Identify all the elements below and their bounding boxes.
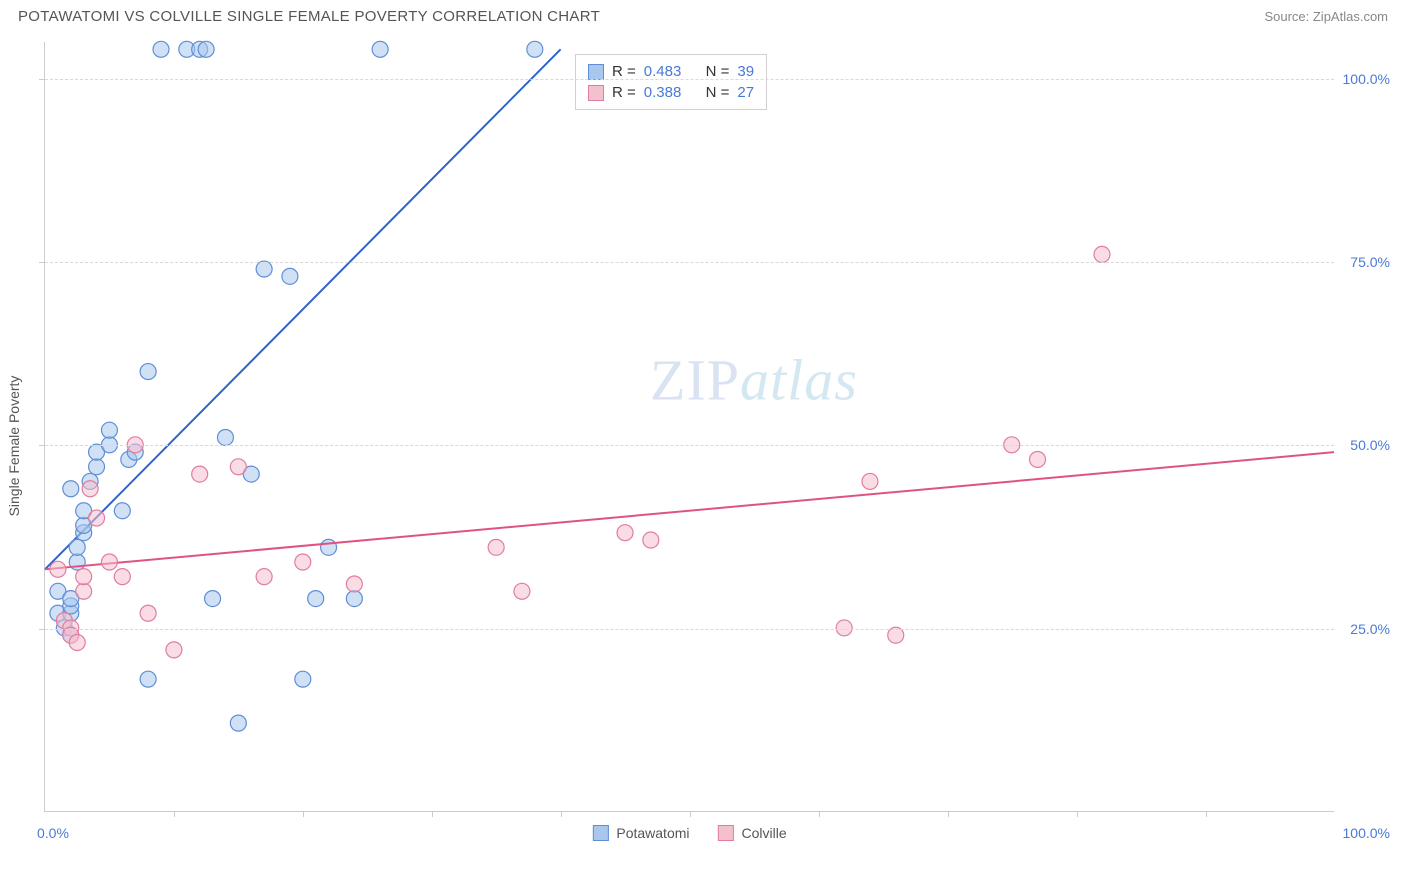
data-point: [89, 459, 105, 475]
r-val-1: 0.388: [644, 84, 682, 101]
y-tick-label: 50.0%: [1350, 437, 1390, 453]
legend-swatch-potawatomi: [592, 825, 608, 841]
y-tick: [39, 629, 45, 630]
x-tick: [948, 811, 949, 817]
data-point: [153, 41, 169, 57]
stats-legend: R = 0.483 N = 39 R = 0.388 N = 27: [575, 54, 767, 110]
y-tick-label: 100.0%: [1343, 71, 1390, 87]
n-val-1: 27: [737, 84, 754, 101]
x-tick: [819, 811, 820, 817]
data-point: [140, 605, 156, 621]
legend-swatch-colville: [718, 825, 734, 841]
data-point: [82, 481, 98, 497]
data-point: [192, 466, 208, 482]
x-tick: [432, 811, 433, 817]
data-point: [1094, 246, 1110, 262]
x-max-label: 100.0%: [1343, 825, 1390, 841]
y-tick: [39, 445, 45, 446]
data-point: [217, 429, 233, 445]
data-point: [114, 569, 130, 585]
data-point: [114, 503, 130, 519]
y-axis-title: Single Female Poverty: [6, 376, 22, 517]
data-point: [527, 41, 543, 57]
y-tick-label: 75.0%: [1350, 254, 1390, 270]
data-point: [643, 532, 659, 548]
chart-source: Source: ZipAtlas.com: [1264, 9, 1388, 24]
data-point: [205, 591, 221, 607]
data-point: [1030, 451, 1046, 467]
data-point: [166, 642, 182, 658]
scatter-svg: [45, 42, 1334, 811]
swatch-colville: [588, 85, 604, 101]
data-point: [256, 261, 272, 277]
data-point: [282, 268, 298, 284]
data-point: [69, 539, 85, 555]
x-tick: [1077, 811, 1078, 817]
data-point: [346, 576, 362, 592]
n-label: N =: [706, 63, 730, 80]
n-label: N =: [706, 84, 730, 101]
grid-line: [45, 629, 1334, 630]
x-tick: [561, 811, 562, 817]
grid-line: [45, 79, 1334, 80]
data-point: [76, 569, 92, 585]
swatch-potawatomi: [588, 64, 604, 80]
data-point: [256, 569, 272, 585]
grid-line: [45, 262, 1334, 263]
grid-line: [45, 445, 1334, 446]
y-tick: [39, 262, 45, 263]
data-point: [101, 422, 117, 438]
data-point: [140, 671, 156, 687]
data-point: [63, 481, 79, 497]
data-point: [50, 561, 66, 577]
data-point: [295, 554, 311, 570]
x-tick: [174, 811, 175, 817]
data-point: [514, 583, 530, 599]
stats-row-1: R = 0.388 N = 27: [588, 82, 754, 103]
data-point: [76, 583, 92, 599]
data-point: [862, 473, 878, 489]
data-point: [308, 591, 324, 607]
data-point: [230, 715, 246, 731]
data-point: [617, 525, 633, 541]
data-point: [372, 41, 388, 57]
x-tick: [1206, 811, 1207, 817]
data-point: [230, 459, 246, 475]
chart-header: POTAWATOMI VS COLVILLE SINGLE FEMALE POV…: [0, 0, 1406, 31]
r-val-0: 0.483: [644, 63, 682, 80]
data-point: [295, 671, 311, 687]
chart-plot-area: ZIPatlas R = 0.483 N = 39 R = 0.388 N = …: [44, 42, 1334, 812]
data-point: [488, 539, 504, 555]
x-tick: [303, 811, 304, 817]
legend-item-colville: Colville: [718, 825, 787, 841]
data-point: [321, 539, 337, 555]
data-point: [89, 510, 105, 526]
data-point: [346, 591, 362, 607]
data-point: [198, 41, 214, 57]
regression-line: [45, 49, 561, 569]
legend-label-colville: Colville: [742, 825, 787, 841]
data-point: [140, 364, 156, 380]
x-tick: [690, 811, 691, 817]
n-val-0: 39: [737, 63, 754, 80]
y-tick: [39, 79, 45, 80]
data-point: [69, 635, 85, 651]
r-label: R =: [612, 84, 636, 101]
legend-item-potawatomi: Potawatomi: [592, 825, 689, 841]
series-legend: Potawatomi Colville: [592, 825, 786, 841]
y-tick-label: 25.0%: [1350, 621, 1390, 637]
r-label: R =: [612, 63, 636, 80]
legend-label-potawatomi: Potawatomi: [616, 825, 689, 841]
x-min-label: 0.0%: [37, 825, 69, 841]
data-point: [101, 554, 117, 570]
chart-title: POTAWATOMI VS COLVILLE SINGLE FEMALE POV…: [18, 8, 600, 25]
